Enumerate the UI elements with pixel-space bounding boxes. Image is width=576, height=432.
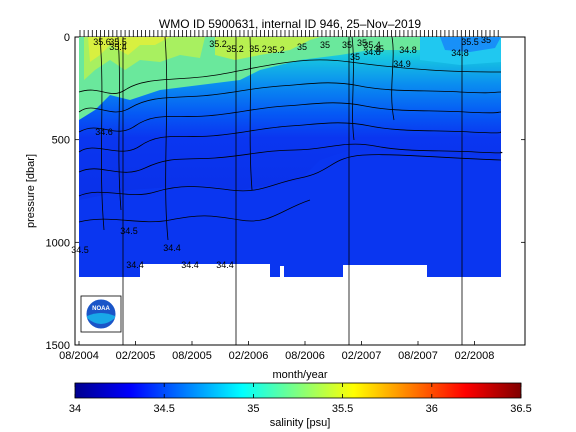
colorbar-tick-label: 35 bbox=[247, 403, 259, 415]
colorbar-tick-label: 36 bbox=[426, 403, 438, 415]
colorbar-label: salinity [psu] bbox=[270, 417, 331, 429]
contour-label: 34.8 bbox=[451, 48, 469, 58]
contour-label: 35.2 bbox=[226, 44, 244, 54]
chart-title: WMO ID 5900631, internal ID 946, 25–Nov–… bbox=[159, 17, 421, 31]
x-tick-label: 08/2007 bbox=[398, 350, 438, 362]
salinity-field-warm-core-3 bbox=[215, 37, 320, 60]
contour-label: 35.2 bbox=[267, 45, 285, 55]
colorbar-tick-label: 34.5 bbox=[153, 403, 174, 415]
contour-label: 35.5 bbox=[109, 37, 127, 47]
contour-lines bbox=[78, 37, 503, 241]
contour-label: 35 bbox=[297, 42, 307, 52]
contour-label: 35 bbox=[374, 44, 384, 54]
colorbar-ticks: 34 34.5 35 35.5 36 36.5 bbox=[69, 383, 532, 415]
y-tick-label: 0 bbox=[64, 32, 70, 44]
y-tick-label: 500 bbox=[52, 135, 70, 147]
contour-label: 35.2 bbox=[209, 39, 227, 49]
colorbar-tick-label: 35.5 bbox=[332, 403, 353, 415]
y-axis-label: pressure [dbar] bbox=[25, 154, 37, 228]
profile-ticks bbox=[79, 30, 499, 37]
x-tick-label: 08/2005 bbox=[172, 350, 212, 362]
contour-label: 34.5 bbox=[71, 245, 89, 255]
contour-label: 35 bbox=[357, 38, 367, 48]
colorbar-tick-label: 34 bbox=[69, 403, 81, 415]
contour-label: 34.6 bbox=[95, 127, 113, 137]
contour-label: 35.5 bbox=[461, 37, 479, 47]
contour-label: 35.4 bbox=[109, 42, 127, 52]
colorbar-tick-label: 36.5 bbox=[510, 403, 531, 415]
x-axis-label: month/year bbox=[272, 369, 327, 381]
noaa-logo: NOAA bbox=[80, 295, 122, 333]
contour-label: 35 bbox=[342, 40, 352, 50]
x-tick-label: 08/2006 bbox=[285, 350, 325, 362]
salinity-field bbox=[79, 37, 501, 277]
contour-label: 34.5 bbox=[120, 226, 138, 236]
data-gaps bbox=[140, 264, 427, 278]
contour-label: 34.8 bbox=[399, 45, 417, 55]
salinity-field-deep bbox=[79, 150, 501, 277]
contour-labels: 35.635.535.4 35.2 35.2 35.2 35.2 35 35 35 3535.4… bbox=[71, 35, 491, 270]
y-axis: 0 500 1000 1500 bbox=[46, 32, 525, 352]
contour-label: 35 bbox=[320, 40, 330, 50]
contour-label: 34.9 bbox=[393, 59, 411, 69]
y-tick-label: 1000 bbox=[46, 237, 70, 249]
contour-label: 34.4 bbox=[216, 260, 234, 270]
x-tick-label: 02/2006 bbox=[229, 350, 269, 362]
contour-label: 35 bbox=[481, 35, 491, 45]
x-tick-label: 02/2005 bbox=[116, 350, 156, 362]
salinity-field-fresh-patch bbox=[440, 37, 501, 52]
y-tick-label: 1500 bbox=[46, 340, 70, 352]
contour-label: 35 bbox=[350, 52, 360, 62]
contour-label: 34.4 bbox=[126, 260, 144, 270]
salinity-field-warm-core-2 bbox=[88, 37, 170, 62]
salinity-field-warm-core-1 bbox=[84, 37, 205, 80]
contour-label: 35.2 bbox=[249, 44, 267, 54]
colorbar bbox=[74, 382, 522, 399]
x-axis: 08/2004 02/2005 08/2005 02/2006 08/2006 02/20… bbox=[59, 341, 494, 362]
x-tick-label: 08/2004 bbox=[59, 350, 99, 362]
contour-label: 34.8 bbox=[363, 47, 381, 57]
contour-label: 35.6 bbox=[93, 37, 111, 47]
noaa-logo-text: NOAA bbox=[92, 306, 110, 312]
x-tick-label: 02/2007 bbox=[342, 350, 382, 362]
contour-label: 34.4 bbox=[181, 260, 199, 270]
contour-label: 35.4 bbox=[363, 40, 381, 50]
x-tick-label: 02/2008 bbox=[455, 350, 495, 362]
year-separator-lines bbox=[122, 37, 463, 345]
contour-label: 34.4 bbox=[163, 243, 181, 253]
